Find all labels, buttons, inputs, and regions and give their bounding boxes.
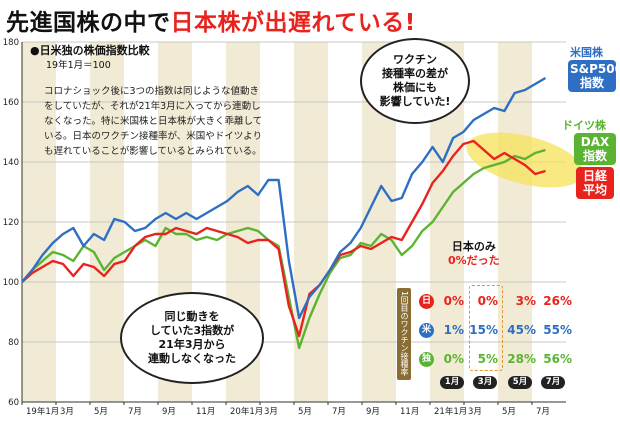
row-label-us: 米 — [419, 323, 434, 338]
legend-sp500: S&P500 指数 — [568, 60, 620, 92]
x-tick-label: 5月 — [94, 407, 108, 417]
y-tick-label: 160 — [3, 98, 19, 108]
page-title: 先進国株の中で日本株が出遅れている! — [6, 10, 416, 36]
y-tick-label: 100 — [3, 278, 19, 288]
x-tick-label: 21年1月 — [434, 406, 467, 417]
x-tick-label: 5月 — [298, 407, 312, 417]
japan-only-note: 日本のみ 0%だった — [448, 240, 500, 267]
base-note: 19年1月＝100 — [46, 60, 111, 71]
vaccine-de-jul: 56% — [543, 352, 572, 366]
row-label-germany: 独 — [419, 352, 434, 367]
x-tick-label: 7月 — [536, 407, 550, 417]
y-tick-label: 120 — [3, 218, 19, 228]
x-tick-label: 11月 — [196, 407, 215, 417]
vaccine-de-mar: 5% — [477, 352, 498, 366]
y-tick-label: 140 — [3, 158, 19, 168]
x-tick-label: 11月 — [400, 407, 419, 417]
vaccine-de-jan: 0% — [443, 352, 464, 366]
vaccine-us-jan: 1% — [443, 323, 464, 337]
x-tick-label: 9月 — [162, 407, 176, 417]
callout-bubble-bottom: 同じ動きを していた3指数が 21年3月から 連動しなくなった — [120, 292, 264, 384]
x-tick-label: 7月 — [332, 407, 346, 417]
x-tick-label: 9月 — [366, 407, 380, 417]
x-tick-label: 3月 — [264, 407, 278, 417]
month-tag-mar: 3月 — [473, 376, 497, 389]
callout-bubble-top: ワクチン 接種率の差が 株価にも 影響していた! — [360, 38, 470, 124]
y-tick-label: 180 — [3, 38, 19, 48]
x-tick-label: 3月 — [468, 407, 482, 417]
x-tick-label: 3月 — [60, 407, 74, 417]
month-tag-may: 5月 — [508, 376, 532, 389]
x-tick-label: 7月 — [128, 407, 142, 417]
month-tag-jan: 1月 — [440, 376, 464, 389]
vaccine-de-may: 28% — [507, 352, 536, 366]
vaccine-jp-mar: 0% — [477, 294, 498, 308]
vaccine-us-may: 45% — [507, 323, 536, 337]
vaccine-us-jul: 55% — [543, 323, 572, 337]
vaccine-jp-jan: 0% — [443, 294, 464, 308]
chart-subtitle: ●日米独の株価指数比較 — [30, 44, 150, 57]
row-label-japan: 日 — [419, 294, 434, 309]
vaccine-jp-may: 3% — [515, 294, 536, 308]
series-line — [21, 76, 547, 320]
series-line — [21, 139, 546, 338]
x-tick-label: 20年1月 — [230, 406, 263, 417]
vaccine-us-mar: 15% — [469, 323, 498, 337]
march-highlight-box — [469, 285, 503, 371]
y-tick-label: 60 — [8, 398, 19, 408]
legend-nikkei: 日経 平均 — [576, 167, 614, 199]
vaccine-rate-label: 1回目のワクチン接種率 — [397, 288, 411, 380]
legend-de-tag: ドイツ株 — [562, 119, 606, 132]
description-text: コロナショック後に3つの指数は同じような値動きをしていたが、それが21年3月に入… — [44, 86, 263, 157]
x-tick-label: 19年1月 — [26, 406, 59, 417]
legend-us-tag: 米国株 — [570, 46, 603, 59]
month-tag-jul: 7月 — [541, 376, 565, 389]
x-tick-label: 5月 — [502, 407, 516, 417]
y-tick-label: 80 — [8, 338, 19, 348]
legend-dax: DAX 指数 — [574, 133, 616, 165]
vaccine-jp-jul: 26% — [543, 294, 572, 308]
